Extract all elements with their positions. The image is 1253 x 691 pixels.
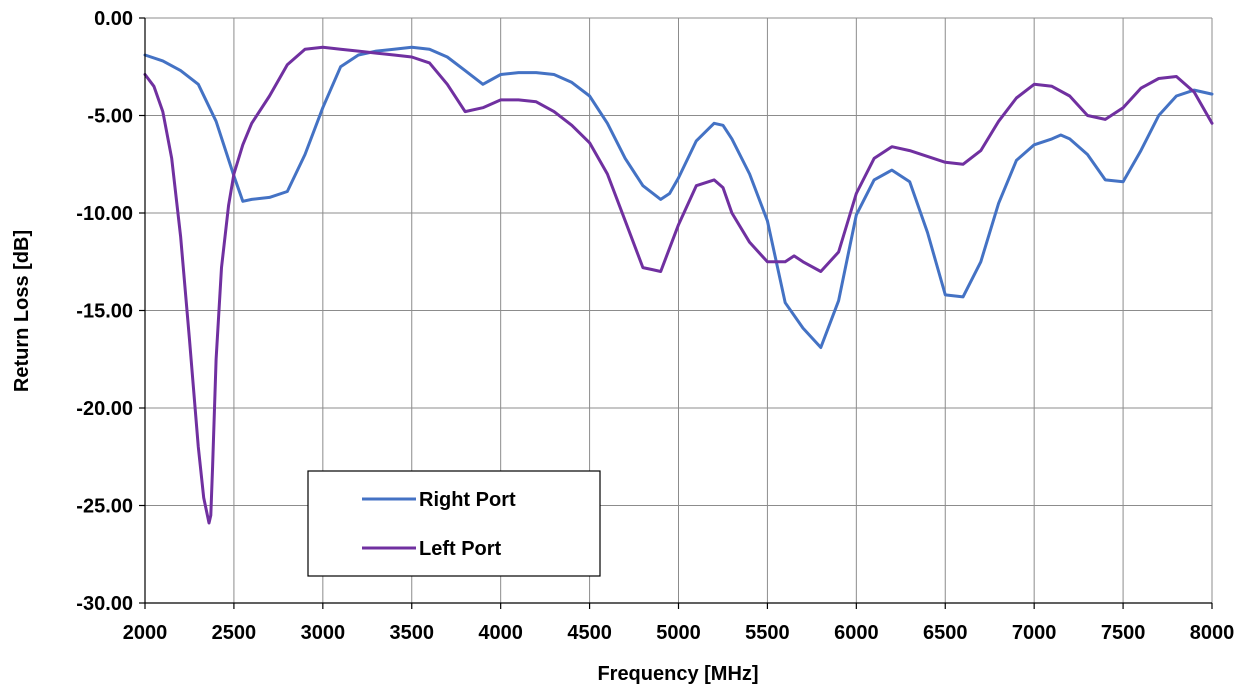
- x-tick-label: 7000: [1012, 622, 1057, 644]
- x-tick-label: 4500: [567, 622, 612, 644]
- legend-label-right-port: Right Port: [419, 489, 516, 511]
- y-tick-label: -20.00: [76, 398, 133, 420]
- x-tick-label: 6000: [834, 622, 879, 644]
- legend: Right Port Left Port: [307, 470, 601, 577]
- y-tick-labels: 0.00 -5.00 -10.00 -15.00 -20.00 -25.00 -30.00: [76, 8, 133, 615]
- series-line-right-port: [143, 45, 1214, 349]
- axes: [139, 17, 1213, 609]
- x-tick-label: 4000: [478, 622, 523, 644]
- x-tick-label: 3000: [301, 622, 346, 644]
- x-tick-label: 3500: [390, 622, 435, 644]
- x-tick-label: 5000: [656, 622, 701, 644]
- y-tick-label: -25.00: [76, 496, 133, 518]
- x-tick-label: 8000: [1190, 622, 1235, 644]
- y-tick-label: -15.00: [76, 301, 133, 323]
- series-layer: [143, 45, 1214, 525]
- y-tick-label: -5.00: [87, 106, 133, 128]
- x-tick-label: 7500: [1101, 622, 1146, 644]
- legend-label-left-port: Left Port: [419, 538, 502, 560]
- x-tick-label: 2500: [212, 622, 257, 644]
- x-tick-label: 2000: [123, 622, 168, 644]
- y-tick-label: 0.00: [94, 8, 133, 30]
- y-axis-title: Return Loss [dB]: [11, 230, 33, 392]
- x-axis-title: Frequency [MHz]: [597, 663, 758, 685]
- series-line-left-port: [143, 45, 1214, 525]
- y-tick-label: -30.00: [76, 593, 133, 615]
- legend-box: [307, 470, 601, 577]
- y-tick-label: -10.00: [76, 203, 133, 225]
- x-tick-label: 6500: [923, 622, 968, 644]
- x-tick-labels: 2000 2500 3000 3500 4000 4500 5000 5500 6000 6500…: [123, 622, 1235, 644]
- x-tick-label: 5500: [745, 622, 790, 644]
